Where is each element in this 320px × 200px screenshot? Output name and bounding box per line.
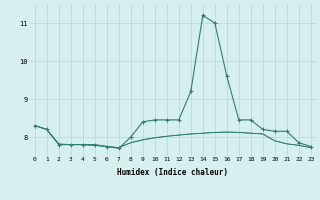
X-axis label: Humidex (Indice chaleur): Humidex (Indice chaleur)	[117, 168, 228, 177]
